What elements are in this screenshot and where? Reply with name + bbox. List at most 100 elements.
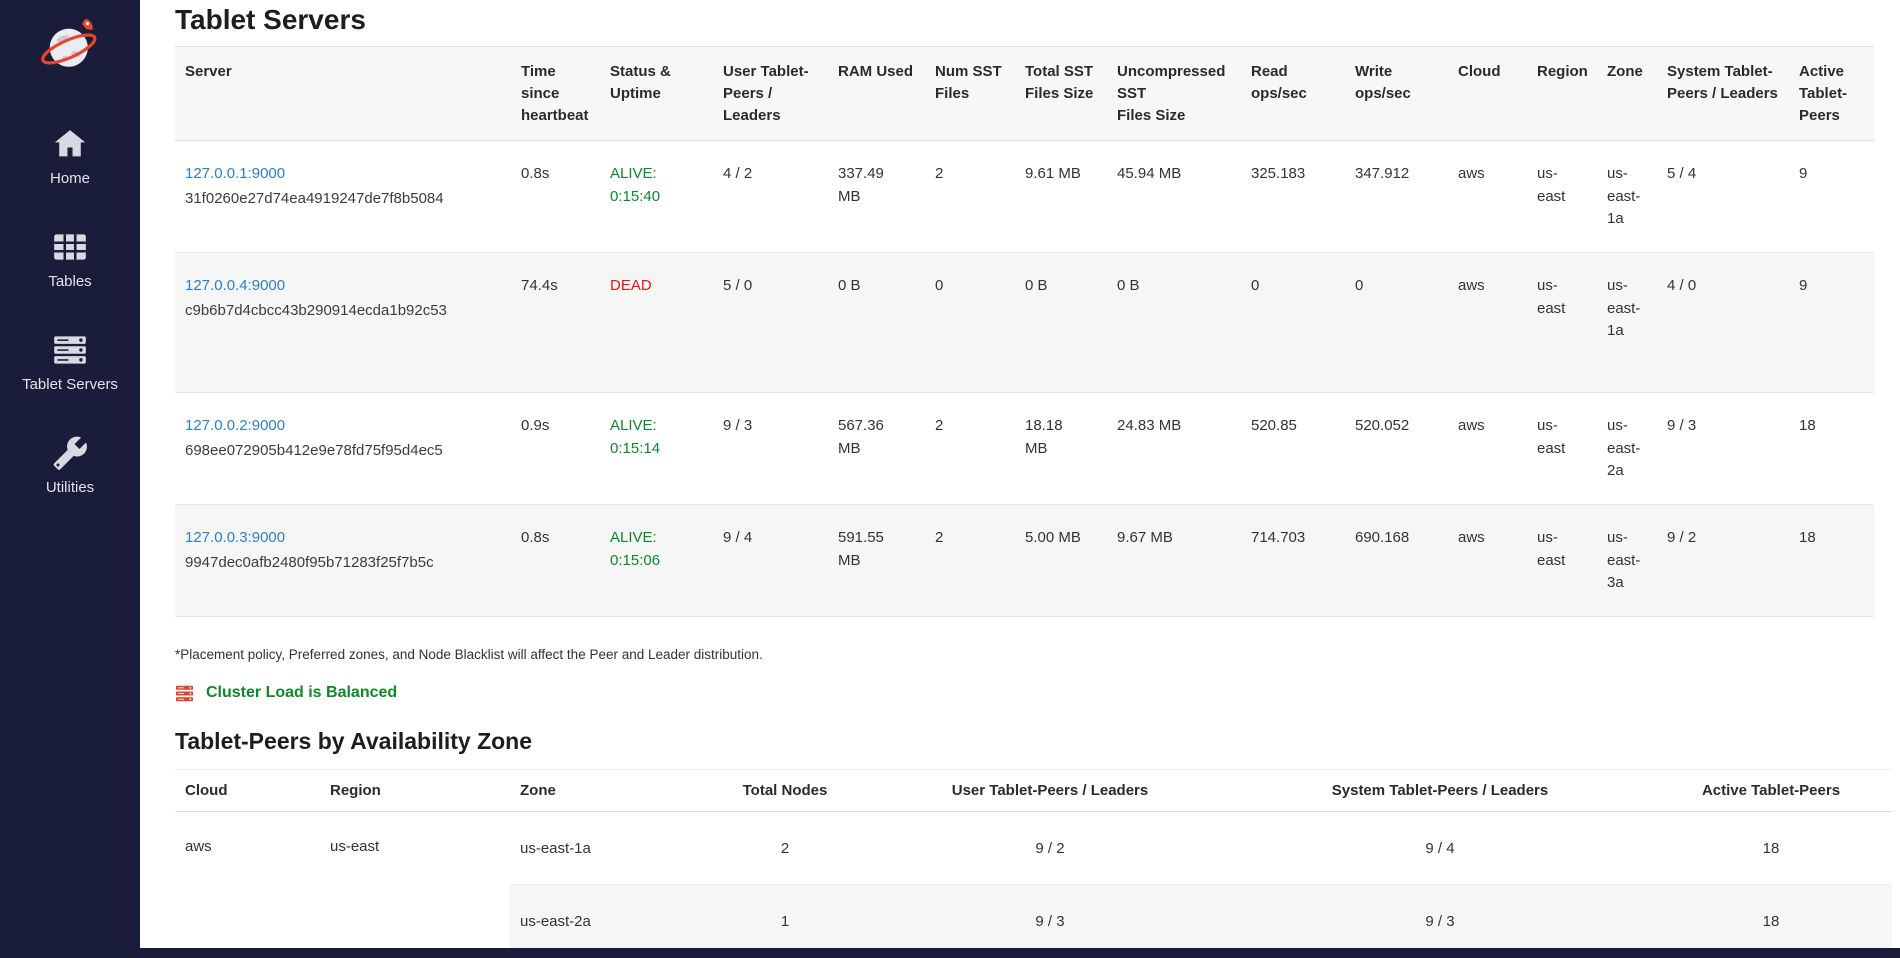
az-user-peers-cell: 9 / 2 bbox=[1035, 839, 1065, 857]
col-header-status: Status & Uptime bbox=[610, 63, 671, 102]
status-label: DEAD bbox=[610, 277, 652, 295]
heartbeat-cell: 0.8s bbox=[521, 165, 550, 183]
cluster-balance-status: Cluster Load is Balanced bbox=[175, 684, 1892, 702]
az-region-cell: us-east bbox=[320, 811, 510, 958]
total-sst-cell: 18.18 MB bbox=[1025, 417, 1063, 457]
sidebar-item-label: Utilities bbox=[45, 479, 95, 496]
az-system-peers-cell: 9 / 4 bbox=[1425, 839, 1455, 857]
zone-cell: us-east-3a bbox=[1607, 529, 1641, 592]
server-stack-icon bbox=[50, 330, 90, 370]
col-header-user-peers: User Tablet-Peers / Leaders bbox=[723, 63, 809, 124]
az-table-row: us-east-2a 1 9 / 3 9 / 3 18 bbox=[175, 884, 1892, 958]
server-uuid: 9947dec0afb2480f95b71283f25f7b5c bbox=[185, 553, 434, 571]
balance-status-text: Cluster Load is Balanced bbox=[206, 684, 398, 702]
cloud-cell: aws bbox=[1458, 417, 1485, 435]
status-cell: ALIVE: 0:15:14 bbox=[600, 393, 713, 505]
zone-cell: us-east-1a bbox=[1607, 165, 1641, 228]
az-zone-cell: us-east-2a bbox=[510, 884, 700, 958]
user-peers-cell: 9 / 4 bbox=[723, 529, 753, 547]
status-label: ALIVE: bbox=[610, 417, 657, 435]
read-ops-cell: 0 bbox=[1251, 277, 1260, 295]
num-sst-cell: 2 bbox=[935, 165, 944, 183]
system-peers-cell: 9 / 2 bbox=[1667, 529, 1697, 547]
sidebar-nav: Home Tables bbox=[22, 124, 118, 536]
region-cell: us-east bbox=[1537, 529, 1566, 569]
col-header-uncompressed-sst: Uncompressed SST Files Size bbox=[1117, 63, 1226, 124]
sidebar-item-utilities[interactable]: Utilities bbox=[22, 433, 118, 496]
tablet-servers-table: Server Time since heartbeat Status & Upt… bbox=[175, 46, 1874, 617]
col-header-num-sst: Num SST Files bbox=[935, 63, 1002, 102]
sidebar-item-label: Home bbox=[49, 170, 90, 187]
num-sst-cell: 2 bbox=[935, 417, 944, 435]
server-link[interactable]: 127.0.0.3:9000 bbox=[185, 529, 286, 547]
col-header-ram: RAM Used bbox=[838, 63, 914, 80]
status-label: ALIVE: bbox=[610, 165, 657, 183]
col-header-region: Region bbox=[1537, 63, 1588, 80]
heartbeat-cell: 0.9s bbox=[521, 417, 550, 435]
cloud-cell: aws bbox=[1458, 165, 1485, 183]
ram-cell: 567.36 MB bbox=[838, 417, 884, 457]
az-cloud-cell: aws bbox=[175, 811, 320, 958]
sidebar-item-home[interactable]: Home bbox=[22, 124, 118, 187]
col-header-total-sst: Total SST Files Size bbox=[1025, 63, 1094, 102]
uptime-label: 0:15:40 bbox=[610, 187, 661, 205]
heartbeat-cell: 74.4s bbox=[521, 277, 558, 295]
col-header-server: Server bbox=[185, 63, 232, 80]
col-header-cloud: Cloud bbox=[1458, 63, 1501, 80]
col-header-heartbeat: Time since heartbeat bbox=[521, 63, 589, 124]
az-col-header-region: Region bbox=[320, 769, 510, 813]
yugabyte-logo-icon[interactable] bbox=[38, 12, 102, 76]
write-ops-cell: 520.052 bbox=[1355, 417, 1410, 435]
main-content: Tablet Servers Server Time since heartbe… bbox=[140, 0, 1900, 958]
sidebar-item-label: Tables bbox=[48, 273, 92, 290]
status-cell: ALIVE: 0:15:06 bbox=[600, 505, 713, 617]
write-ops-cell: 0 bbox=[1355, 277, 1364, 295]
server-link[interactable]: 127.0.0.4:9000 bbox=[185, 277, 286, 295]
system-peers-cell: 5 / 4 bbox=[1667, 165, 1697, 183]
load-balancer-icon bbox=[175, 685, 194, 702]
tablet-peers-by-az-table: Cloud Region Zone Total Nodes User Table… bbox=[175, 769, 1892, 958]
uncompressed-sst-cell: 45.94 MB bbox=[1117, 165, 1182, 183]
read-ops-cell: 325.183 bbox=[1251, 165, 1306, 183]
az-col-header-zone: Zone bbox=[510, 769, 700, 813]
region-cell: us-east bbox=[1537, 165, 1566, 205]
wrench-icon bbox=[50, 433, 90, 473]
az-system-peers-cell: 9 / 3 bbox=[1230, 884, 1650, 958]
bottom-bar bbox=[0, 948, 1900, 958]
sidebar-item-label: Tablet Servers bbox=[22, 376, 118, 393]
zone-cell: us-east-1a bbox=[1607, 277, 1641, 340]
user-peers-cell: 9 / 3 bbox=[723, 417, 753, 435]
az-user-peers-cell: 9 / 3 bbox=[870, 884, 1230, 958]
ram-cell: 0 B bbox=[838, 277, 861, 295]
total-sst-cell: 5.00 MB bbox=[1025, 529, 1081, 547]
col-header-read-ops: Read ops/sec bbox=[1251, 63, 1307, 102]
col-header-write-ops: Write ops/sec bbox=[1355, 63, 1411, 102]
sidebar-item-tables[interactable]: Tables bbox=[22, 227, 118, 290]
active-peers-cell: 9 bbox=[1799, 277, 1808, 295]
server-uuid: c9b6b7d4cbcc43b290914ecda1b92c53 bbox=[185, 301, 447, 319]
home-icon bbox=[50, 124, 90, 164]
server-link[interactable]: 127.0.0.1:9000 bbox=[185, 165, 286, 183]
system-peers-cell: 9 / 3 bbox=[1667, 417, 1697, 435]
status-label: ALIVE: bbox=[610, 529, 657, 547]
sidebar-item-tablet-servers[interactable]: Tablet Servers bbox=[22, 330, 118, 393]
az-zone-cell: us-east-1a bbox=[520, 839, 591, 857]
active-peers-cell: 18 bbox=[1799, 417, 1816, 435]
section-title-availability-zone: Tablet-Peers by Availability Zone bbox=[175, 728, 533, 755]
system-peers-cell: 4 / 0 bbox=[1667, 277, 1697, 295]
cloud-cell: aws bbox=[1458, 277, 1485, 295]
user-peers-cell: 4 / 2 bbox=[723, 165, 753, 183]
active-peers-cell: 9 bbox=[1799, 165, 1808, 183]
az-col-header-system-peers: System Tablet-Peers / Leaders bbox=[1230, 769, 1650, 813]
az-total-nodes-cell: 2 bbox=[780, 839, 790, 857]
az-table-header-row: Cloud Region Zone Total Nodes User Table… bbox=[175, 769, 1892, 813]
az-table-row: aws us-east us-east-1a 2 9 / 2 9 / 4 18 bbox=[175, 811, 1892, 958]
col-header-active-peers: Active Tablet-Peers bbox=[1799, 63, 1848, 124]
az-col-header-user-peers: User Tablet-Peers / Leaders bbox=[870, 769, 1230, 813]
col-header-system-peers: System Tablet-Peers / Leaders bbox=[1667, 63, 1778, 102]
table-grid-icon bbox=[50, 227, 90, 267]
server-link[interactable]: 127.0.0.2:9000 bbox=[185, 417, 286, 435]
placement-footnote: *Placement policy, Preferred zones, and … bbox=[175, 647, 763, 663]
region-cell: us-east bbox=[1537, 417, 1566, 457]
server-uuid: 31f0260e27d74ea4919247de7f8b5084 bbox=[185, 189, 444, 207]
